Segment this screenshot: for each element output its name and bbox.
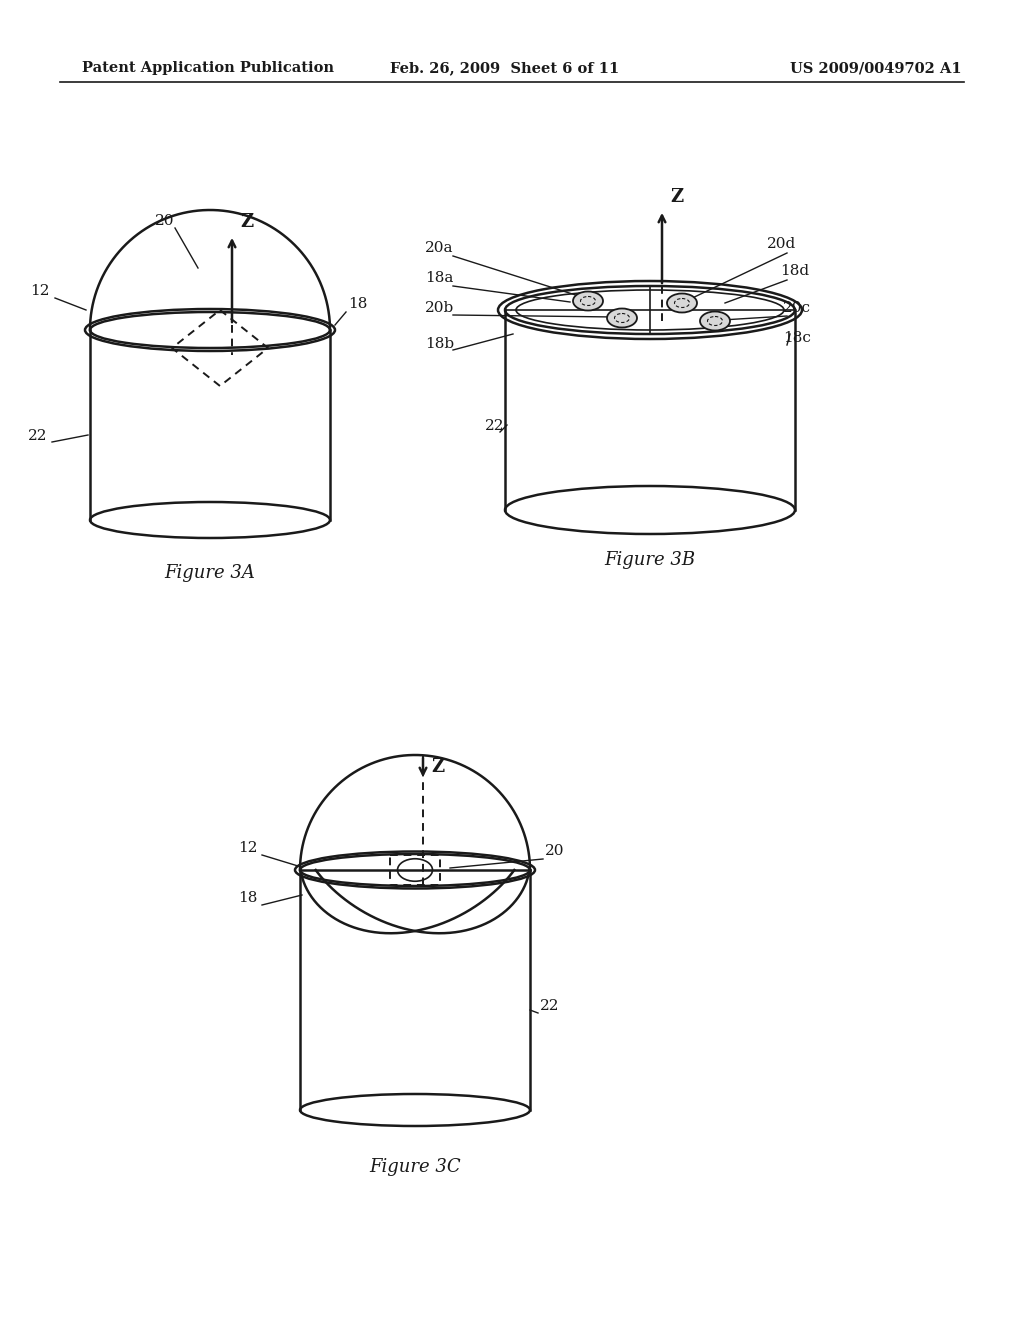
Text: Figure 3A: Figure 3A bbox=[165, 564, 255, 582]
Text: Patent Application Publication: Patent Application Publication bbox=[82, 61, 334, 75]
Ellipse shape bbox=[700, 312, 730, 330]
Text: 22: 22 bbox=[485, 418, 505, 433]
Text: Z: Z bbox=[431, 758, 444, 776]
Text: 18a: 18a bbox=[425, 271, 454, 285]
Text: 18c: 18c bbox=[783, 331, 811, 345]
Text: Figure 3C: Figure 3C bbox=[370, 1158, 461, 1176]
Text: 12: 12 bbox=[30, 284, 49, 298]
Text: 20b: 20b bbox=[425, 301, 455, 315]
Text: Z: Z bbox=[240, 213, 253, 231]
Text: 18b: 18b bbox=[425, 337, 454, 351]
Ellipse shape bbox=[573, 292, 603, 310]
Ellipse shape bbox=[667, 293, 697, 313]
Text: Z: Z bbox=[670, 187, 683, 206]
Text: 12: 12 bbox=[238, 841, 257, 855]
Text: 20a: 20a bbox=[425, 242, 454, 255]
Text: 22: 22 bbox=[540, 999, 559, 1012]
Text: Feb. 26, 2009  Sheet 6 of 11: Feb. 26, 2009 Sheet 6 of 11 bbox=[390, 61, 620, 75]
Text: 20d: 20d bbox=[767, 238, 797, 251]
Text: 22: 22 bbox=[28, 429, 47, 444]
Ellipse shape bbox=[607, 309, 637, 327]
Text: 20c: 20c bbox=[783, 301, 811, 315]
Text: 18d: 18d bbox=[780, 264, 809, 279]
Text: 20: 20 bbox=[155, 214, 174, 228]
Text: 18: 18 bbox=[238, 891, 257, 906]
Text: US 2009/0049702 A1: US 2009/0049702 A1 bbox=[790, 61, 962, 75]
Text: 18: 18 bbox=[348, 297, 368, 312]
Text: 20: 20 bbox=[545, 843, 564, 858]
Text: Figure 3B: Figure 3B bbox=[604, 550, 695, 569]
